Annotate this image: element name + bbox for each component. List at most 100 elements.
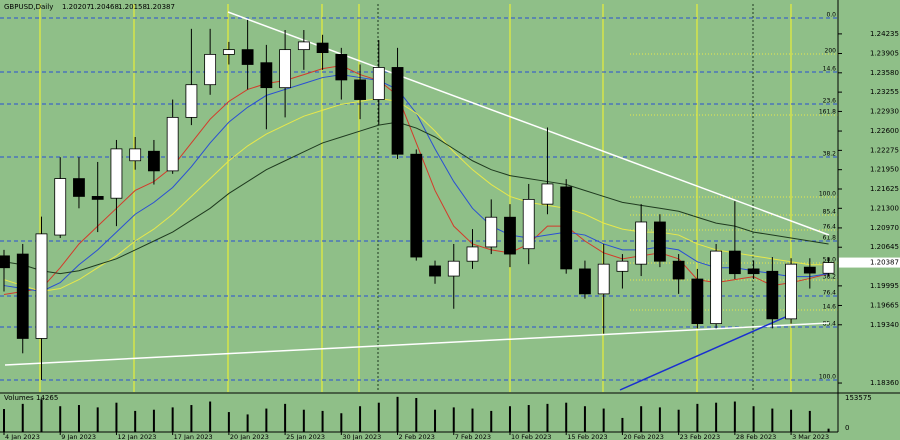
x-tick-label: 20 Jan 2023 (230, 433, 269, 440)
candle-body (260, 62, 273, 89)
fib-label: 14.6 (823, 303, 837, 310)
header-close: 1.20387 (146, 3, 175, 11)
y-tick-label: 1.21300 (870, 204, 899, 212)
fib-label: 14.6 (823, 65, 837, 72)
x-tick-label: 10 Feb 2023 (511, 433, 551, 440)
fib-label: 61.8 (823, 234, 837, 241)
y-tick-label: 1.23255 (870, 88, 899, 96)
candle-body (297, 41, 310, 51)
y-tick-label: 1.19665 (870, 301, 899, 309)
price-box (839, 257, 900, 268)
fib-label: 100.0 (819, 373, 836, 380)
candle-body (316, 42, 329, 54)
candle-body (522, 198, 535, 250)
candle-body (129, 148, 142, 162)
candle-body (728, 250, 741, 275)
candle-body (654, 221, 666, 262)
y-tick-label: 1.22930 (870, 107, 899, 115)
y-tick-label: 1.22275 (870, 146, 899, 154)
candle-body (391, 67, 404, 155)
header-open: 1.20207 (62, 3, 91, 11)
y-tick-label: 1.23580 (870, 69, 899, 77)
fib-label: 100.0 (819, 191, 836, 198)
candle-body (560, 186, 573, 270)
candle-body (785, 263, 797, 320)
candle-body (54, 178, 67, 236)
candle-body (747, 268, 760, 275)
y-tick-label: 1.20970 (870, 224, 899, 232)
candle-body (672, 260, 685, 280)
candle-body (222, 49, 235, 55)
candle-body (16, 253, 29, 339)
y-tick-label: 1.20645 (870, 243, 899, 251)
ma-line (3, 97, 829, 293)
ma-line (3, 65, 829, 295)
ma-line (3, 121, 829, 275)
fib-label: 38.2 (823, 273, 837, 280)
candle-body (166, 116, 179, 172)
fib-label: 76.4 (823, 223, 837, 230)
y-tick-label: 1.19340 (870, 321, 899, 329)
candle-body (185, 84, 198, 118)
candle-body (541, 183, 554, 205)
candle-body (504, 216, 516, 255)
x-tick-label: 17 Jan 2023 (174, 433, 213, 440)
candle-body (822, 262, 835, 274)
y-tick-label: 1.22600 (870, 127, 899, 135)
symbol-title: GBPUSD,Daily (4, 3, 53, 11)
candle-body (73, 178, 85, 197)
candle-body (110, 148, 123, 199)
fib-label: 85.4 (823, 320, 837, 327)
candle-body (447, 260, 460, 277)
fib-label: 85.4 (823, 209, 837, 216)
candle-body (0, 255, 10, 269)
volume-current: 14265 (36, 394, 58, 402)
candle-body (35, 233, 48, 339)
trendline (619, 314, 791, 391)
x-tick-label: 25 Jan 2023 (286, 433, 325, 440)
fib-label: 0.0 (826, 12, 836, 19)
x-tick-label: 28 Feb 2023 (736, 433, 776, 440)
candle-body (279, 49, 292, 89)
volume-title: Volumes (4, 394, 34, 402)
candle-body (429, 265, 441, 277)
x-tick-label: 30 Jan 2023 (342, 433, 381, 440)
candle-body (597, 263, 610, 295)
candle-body (91, 196, 104, 200)
candle-body (410, 153, 423, 258)
candle-body (803, 266, 816, 274)
price-box-label: 1.20387 (870, 259, 899, 267)
x-tick-label: 23 Feb 2023 (680, 433, 720, 440)
candle-body (241, 49, 254, 65)
fib-label: 161.8 (819, 109, 836, 116)
candle-body (616, 260, 629, 272)
fib-label: 38.2 (823, 151, 837, 158)
candle-body (372, 67, 385, 100)
candle-body (335, 53, 348, 81)
candle-body (354, 79, 366, 100)
fib-label: 23.6 (823, 98, 837, 105)
y-tick-label: 1.21950 (870, 166, 899, 174)
fib-label: 50.0 (823, 256, 837, 263)
axis-layer: 1.24235 1.23905 1.23580 1.23255 1.22930 1.226… (3, 30, 900, 440)
volume-tick-label: 0 (845, 424, 849, 432)
candle-body (710, 250, 723, 324)
candles (0, 19, 835, 381)
x-tick-label: 12 Jan 2023 (117, 433, 156, 440)
ma-layer (3, 65, 829, 295)
header: GBPUSD,Daily 1.20207 1.20468 1.20158 1.2… (4, 3, 175, 402)
x-tick-label: 15 Feb 2023 (567, 433, 607, 440)
y-tick-label: 1.21625 (870, 185, 899, 193)
candle-body (204, 53, 217, 86)
candle-body (485, 216, 498, 248)
y-tick-label: 1.19995 (870, 282, 899, 290)
candle-body (691, 278, 704, 324)
volume-tick-label: 153575 (845, 394, 872, 402)
volume-panel (3, 396, 830, 432)
header-low: 1.20158 (118, 3, 147, 11)
header-high: 1.20468 (90, 3, 119, 11)
candle-body (148, 150, 160, 172)
x-tick-label: 4 Jan 2023 (5, 433, 40, 440)
candle-body (635, 221, 648, 265)
